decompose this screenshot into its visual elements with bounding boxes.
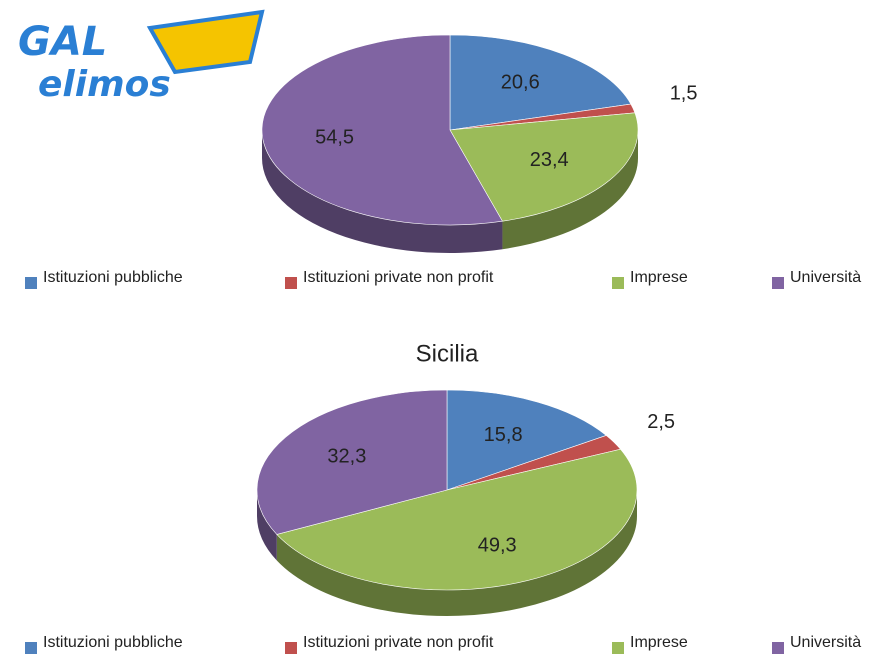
slice [256, 389, 448, 535]
slice-side [257, 490, 277, 561]
logo: GAL elimos [18, 9, 265, 105]
data-label: 23,4 [530, 149, 569, 171]
legend-label: Istituzioni private non profit [303, 634, 494, 651]
legend-swatch [772, 277, 784, 289]
data-label: 32,3 [327, 446, 366, 468]
data-label: 1,5 [670, 82, 698, 104]
legend-label: Istituzioni pubbliche [43, 269, 183, 286]
slice-side [276, 490, 637, 616]
logo-text: GAL [18, 19, 107, 65]
legend-label: Imprese [630, 269, 688, 286]
slice-side [502, 130, 638, 250]
data-label: 49,3 [478, 534, 517, 556]
data-label: 2,5 [647, 411, 675, 433]
data-label: 20,6 [501, 71, 540, 93]
legend-swatch [285, 642, 297, 654]
legend-swatch [25, 642, 37, 654]
legend-swatch [612, 642, 624, 654]
data-label: 15,8 [484, 424, 523, 446]
slice [276, 448, 638, 591]
legend-label: Imprese [630, 634, 688, 651]
legend-label: Istituzioni private non profit [303, 269, 494, 286]
legend-swatch [285, 277, 297, 289]
chart-title: Sicilia [416, 340, 479, 367]
slice [449, 112, 639, 222]
logo-shape [146, 9, 265, 75]
slice [449, 34, 632, 131]
data-label: 54,5 [315, 127, 354, 149]
legend-label: Università [790, 269, 861, 286]
legend-label: Università [790, 634, 861, 651]
legend-swatch [25, 277, 37, 289]
legend-label: Istituzioni pubbliche [43, 634, 183, 651]
slice-side [262, 130, 503, 253]
logo-text: elimos [38, 64, 171, 105]
legend-swatch [772, 642, 784, 654]
slice [261, 34, 503, 226]
slice [446, 389, 607, 491]
legend-swatch [612, 277, 624, 289]
